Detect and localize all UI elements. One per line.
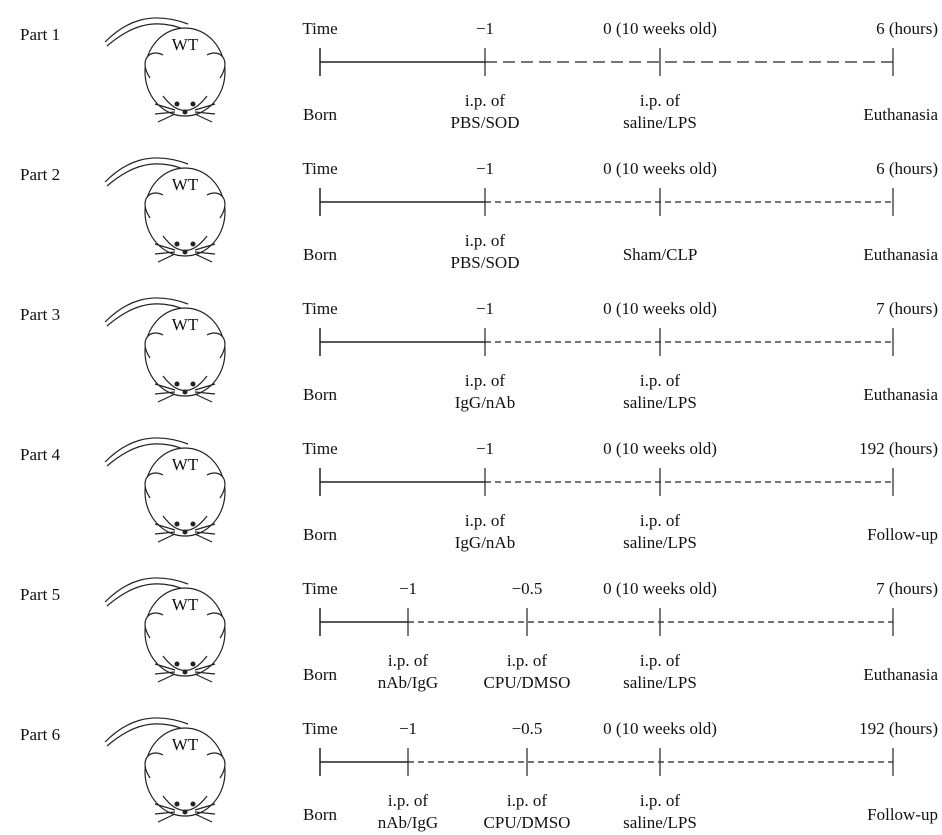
mouse-icon	[105, 298, 225, 402]
event-time: 6 (hours)	[876, 159, 938, 178]
event-label: Follow-up	[867, 805, 938, 824]
event-time: 0 (10 weeks old)	[603, 439, 717, 458]
event-time: 0 (10 weeks old)	[603, 719, 717, 738]
event-label: i.p. of	[640, 91, 680, 110]
start-label: Born	[303, 665, 338, 684]
event-label: i.p. of	[388, 651, 428, 670]
event-label: Follow-up	[867, 525, 938, 544]
event-time: −1	[476, 299, 494, 318]
event-label: i.p. of	[640, 651, 680, 670]
start-label: Born	[303, 245, 338, 264]
event-time: 7 (hours)	[876, 579, 938, 598]
mouse-label: WT	[172, 35, 199, 54]
mouse-icon	[105, 18, 225, 122]
event-time: 192 (hours)	[859, 439, 938, 458]
mouse-icon	[105, 438, 225, 542]
event-time: −0.5	[512, 579, 543, 598]
event-label: Euthanasia	[863, 665, 938, 684]
event-time: −1	[476, 159, 494, 178]
time-label: Time	[302, 579, 337, 598]
event-label: i.p. of	[507, 791, 547, 810]
event-time: 6 (hours)	[876, 19, 938, 38]
event-label: i.p. of	[465, 371, 505, 390]
event-time: −1	[399, 579, 417, 598]
start-label: Born	[303, 805, 338, 824]
event-label: PBS/SOD	[451, 113, 520, 132]
diagram: Part 1 WT Time Born −1 i.p. of PBS/SOD 0 (10 we…	[0, 0, 942, 835]
event-label: saline/LPS	[623, 813, 697, 832]
start-label: Born	[303, 105, 338, 124]
event-label: Sham/CLP	[623, 245, 698, 264]
start-label: Born	[303, 525, 338, 544]
mouse-label: WT	[172, 455, 199, 474]
event-label: i.p. of	[640, 791, 680, 810]
mouse-label: WT	[172, 175, 199, 194]
event-label: PBS/SOD	[451, 253, 520, 272]
event-time: −1	[476, 19, 494, 38]
mouse-label: WT	[172, 595, 199, 614]
event-time: −1	[399, 719, 417, 738]
event-label: CPU/DMSO	[484, 813, 571, 832]
time-label: Time	[302, 719, 337, 738]
time-label: Time	[302, 19, 337, 38]
mouse-icon	[105, 158, 225, 262]
event-label: nAb/IgG	[378, 673, 438, 692]
event-time: 0 (10 weeks old)	[603, 19, 717, 38]
event-time: 192 (hours)	[859, 719, 938, 738]
event-time: −1	[476, 439, 494, 458]
part-label: Part 2	[20, 165, 60, 184]
event-label: i.p. of	[640, 511, 680, 530]
event-label: i.p. of	[465, 511, 505, 530]
event-time: 0 (10 weeks old)	[603, 159, 717, 178]
event-label: saline/LPS	[623, 113, 697, 132]
event-time: 0 (10 weeks old)	[603, 299, 717, 318]
event-label: i.p. of	[507, 651, 547, 670]
page: Part 1 WT Time Born −1 i.p. of PBS/SOD 0 (10 we…	[0, 0, 942, 835]
time-label: Time	[302, 439, 337, 458]
mouse-icon	[105, 578, 225, 682]
event-label: i.p. of	[465, 231, 505, 250]
mouse-label: WT	[172, 315, 199, 334]
part-label: Part 6	[20, 725, 60, 744]
event-label: i.p. of	[388, 791, 428, 810]
event-label: i.p. of	[465, 91, 505, 110]
event-label: saline/LPS	[623, 673, 697, 692]
part-label: Part 3	[20, 305, 60, 324]
event-label: Euthanasia	[863, 245, 938, 264]
mouse-icon	[105, 718, 225, 822]
event-label: Euthanasia	[863, 385, 938, 404]
event-label: i.p. of	[640, 371, 680, 390]
event-label: Euthanasia	[863, 105, 938, 124]
start-label: Born	[303, 385, 338, 404]
mouse-label: WT	[172, 735, 199, 754]
event-time: 0 (10 weeks old)	[603, 579, 717, 598]
event-label: saline/LPS	[623, 393, 697, 412]
event-time: −0.5	[512, 719, 543, 738]
part-label: Part 5	[20, 585, 60, 604]
event-label: IgG/nAb	[455, 393, 515, 412]
event-label: saline/LPS	[623, 533, 697, 552]
part-label: Part 1	[20, 25, 60, 44]
event-label: nAb/IgG	[378, 813, 438, 832]
time-label: Time	[302, 159, 337, 178]
event-label: CPU/DMSO	[484, 673, 571, 692]
time-label: Time	[302, 299, 337, 318]
event-time: 7 (hours)	[876, 299, 938, 318]
event-label: IgG/nAb	[455, 533, 515, 552]
part-label: Part 4	[20, 445, 61, 464]
